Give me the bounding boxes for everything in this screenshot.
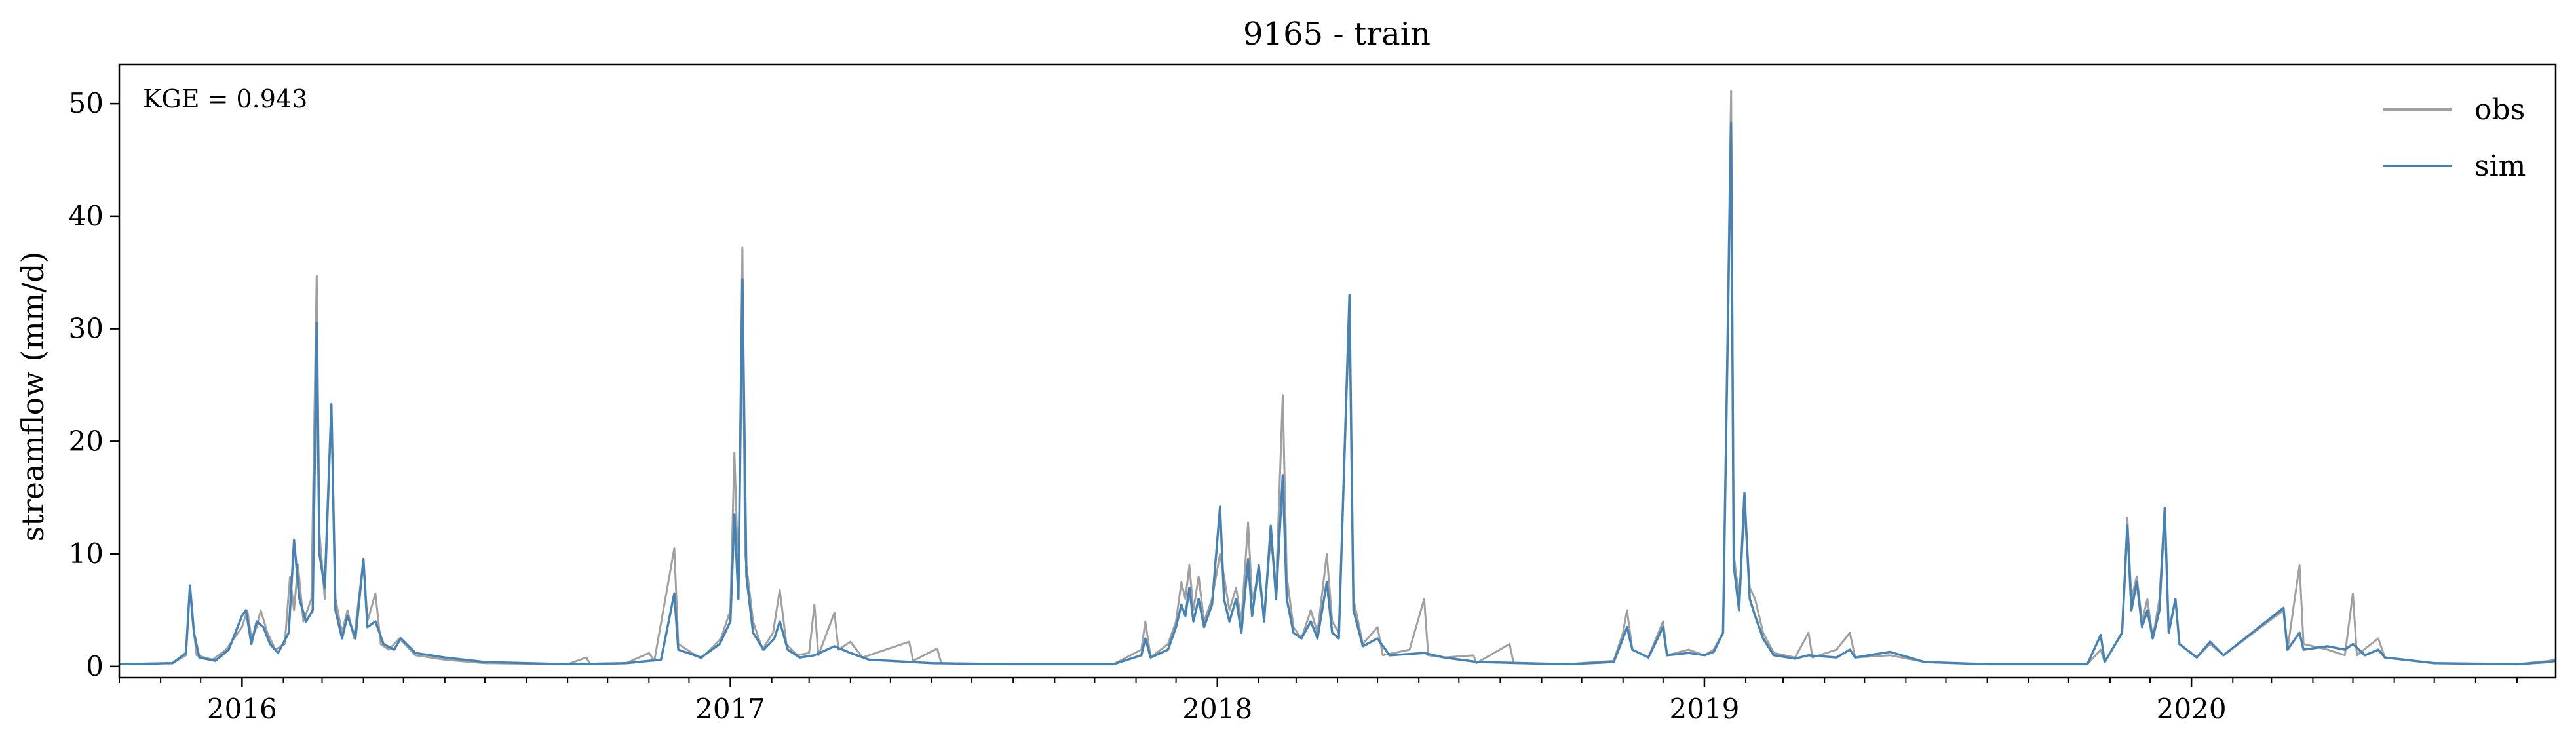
y-tick-label: 20 (69, 425, 104, 457)
y-tick-label: 10 (69, 537, 104, 570)
y-tick-label: 40 (69, 200, 104, 232)
chart-legend: obs sim (2383, 93, 2526, 183)
kge-annotation: KGE = 0.943 (143, 85, 307, 113)
x-tick-label: 2017 (695, 693, 765, 725)
y-axis-label: streamflow (mm/d) (15, 252, 50, 542)
y-tick-label: 30 (69, 313, 104, 345)
plot-frame (118, 63, 2557, 679)
legend-label-sim: sim (2474, 149, 2526, 183)
y-axis-ticks: 0 10 20 30 40 50 (69, 87, 119, 682)
series-line-sim (119, 121, 2556, 666)
y-tick-label: 50 (69, 87, 104, 119)
chart-title: 9165 - train (1243, 16, 1431, 52)
x-axis-ticks: 2016 2017 2018 2019 2020 (119, 678, 2518, 725)
x-tick-label: 2019 (1669, 693, 1739, 725)
legend-label-obs: obs (2474, 93, 2525, 127)
x-tick-label: 2020 (2157, 693, 2227, 725)
series-line-obs (119, 90, 2556, 665)
x-tick-label: 2016 (207, 693, 277, 725)
x-tick-label: 2018 (1182, 693, 1252, 725)
y-tick-label: 0 (86, 650, 104, 682)
plot-series (119, 90, 2556, 666)
